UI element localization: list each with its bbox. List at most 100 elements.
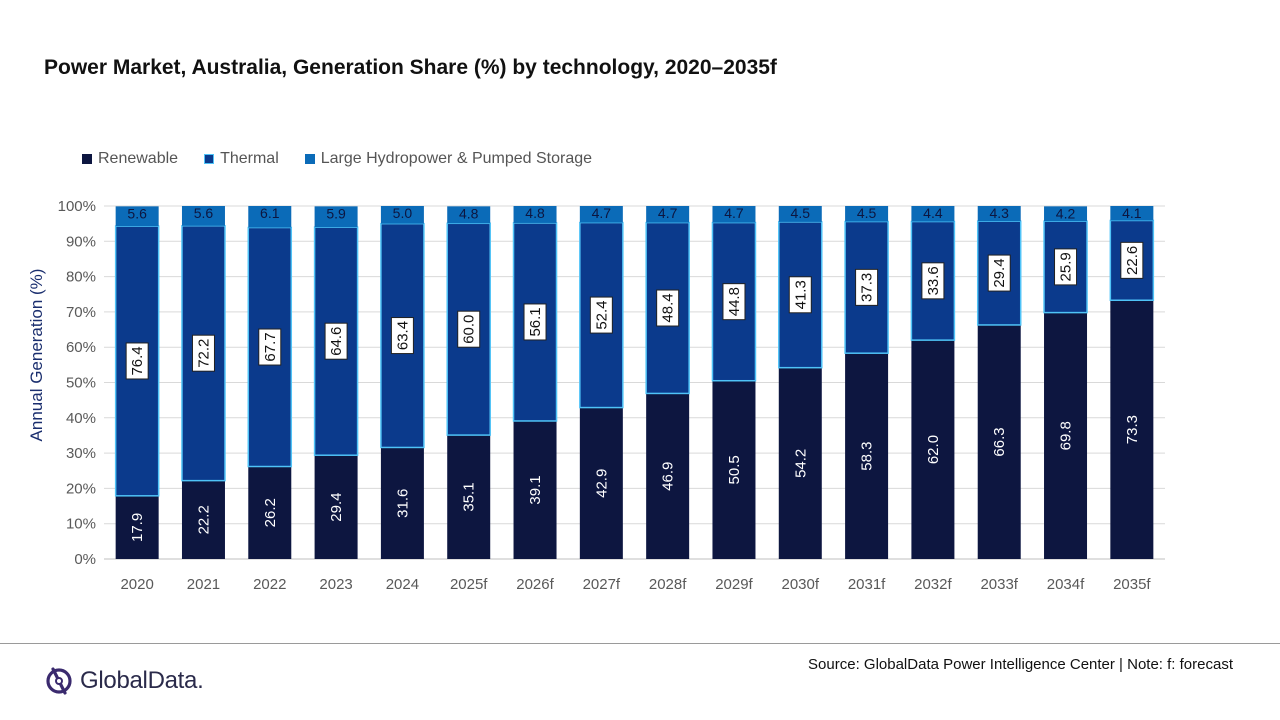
data-label-text: 60.0: [461, 315, 478, 344]
x-tick-label: 2026f: [516, 576, 554, 593]
data-label-box: [788, 276, 812, 314]
data-label-thermal: 72.2: [191, 334, 215, 372]
bar-segment-hydro: [646, 206, 690, 223]
data-label-renewable: 22.2: [195, 505, 212, 534]
y-tick-label: 100%: [58, 198, 96, 215]
bar-segment-hydro: [778, 206, 822, 222]
data-label-box: [1120, 241, 1144, 279]
bar-segment-renewable: [248, 466, 292, 559]
globaldata-logo-icon: [46, 667, 72, 695]
data-label-text: 17.9: [129, 513, 146, 542]
data-label-text: 37.3: [859, 273, 876, 302]
bar-segment-hydro: [314, 206, 358, 228]
y-tick-label: 20%: [66, 480, 96, 497]
data-label-box: [258, 328, 282, 366]
data-label-text: 35.1: [461, 482, 478, 511]
data-label-text: 41.3: [792, 280, 809, 309]
y-tick-label: 90%: [66, 233, 96, 250]
y-tick-label: 60%: [66, 339, 96, 356]
data-label-box: [457, 310, 481, 348]
y-tick-label: 30%: [66, 445, 96, 462]
data-label-text: 22.6: [1124, 246, 1141, 275]
data-label-box: [191, 334, 215, 372]
data-label-text: 22.2: [195, 505, 212, 534]
data-label-hydro: 4.4: [923, 205, 943, 221]
source-note: Source: GlobalData Power Intelligence Ce…: [808, 656, 1233, 673]
data-label-box: [125, 342, 149, 380]
bar-segment-hydro: [380, 206, 424, 224]
data-label-hydro: 5.9: [326, 205, 346, 221]
data-label-renewable: 35.1: [461, 482, 478, 511]
data-label-renewable: 62.0: [925, 435, 942, 464]
data-label-renewable: 73.3: [1124, 415, 1141, 444]
data-label-thermal: 29.4: [987, 254, 1011, 292]
data-label-text: 29.4: [991, 258, 1008, 287]
y-tick-label: 0%: [74, 551, 96, 568]
bar-segment-hydro: [181, 206, 225, 226]
data-label-text: 39.1: [527, 475, 544, 504]
data-label-text: 25.9: [1058, 252, 1075, 281]
bar-segment-hydro: [248, 206, 292, 228]
data-label-renewable: 42.9: [593, 469, 610, 498]
data-label-hydro: 4.5: [791, 205, 811, 221]
data-label-box: [921, 262, 945, 300]
data-label-renewable: 66.3: [991, 427, 1008, 456]
stacked-bar-chart: 0% 10% 20% 30% 40% 50% 60% 70% 80% 90% 100% 17.9 76.…: [58, 198, 1165, 593]
data-label-hydro: 5.6: [127, 205, 147, 221]
x-tick-label: 2028f: [649, 576, 687, 593]
data-label-text: 72.2: [195, 339, 212, 368]
data-label-thermal: 52.4: [589, 296, 613, 334]
data-label-text: 29.4: [328, 493, 345, 522]
x-tick-label: 2033f: [980, 576, 1018, 593]
data-label-box: [523, 303, 547, 341]
x-tick-label: 2022: [253, 576, 286, 593]
data-label-text: 42.9: [593, 469, 610, 498]
legend-item-thermal: Thermal: [204, 150, 279, 168]
legend-label-thermal: Thermal: [220, 150, 279, 167]
y-tick-label: 10%: [66, 516, 96, 533]
data-label-box: [855, 268, 879, 306]
data-label-renewable: 69.8: [1058, 421, 1075, 450]
data-label-box: [324, 322, 348, 360]
data-label-hydro: 4.3: [989, 205, 1009, 221]
data-label-renewable: 58.3: [859, 441, 876, 470]
x-tick-label: 2023: [319, 576, 352, 593]
x-tick-label: 2034f: [1047, 576, 1085, 593]
data-label-text: 69.8: [1058, 421, 1075, 450]
x-tick-label: 2021: [187, 576, 220, 593]
legend-swatch-hydro: [304, 154, 315, 164]
data-label-hydro: 4.1: [1122, 205, 1142, 221]
data-label-thermal: 41.3: [788, 276, 812, 314]
data-label-hydro: 4.8: [525, 205, 545, 221]
legend-label-renewable: Renewable: [98, 150, 179, 167]
data-label-text: 33.6: [925, 266, 942, 295]
data-label-thermal: 25.9: [1054, 248, 1078, 286]
data-label-text: 26.2: [262, 498, 279, 527]
bar-segment-hydro: [513, 206, 557, 223]
bar-segment-renewable: [115, 495, 159, 559]
x-tick-label: 2027f: [583, 576, 621, 593]
bar-segment-hydro: [911, 206, 955, 222]
data-label-box: [987, 254, 1011, 292]
data-label-hydro: 4.5: [857, 205, 877, 221]
data-label-text: 52.4: [593, 300, 610, 329]
bar-segment-renewable: [579, 407, 623, 559]
bar-segment-hydro: [712, 206, 756, 223]
legend-item-renewable: Renewable: [82, 150, 178, 168]
data-label-text: 73.3: [1124, 415, 1141, 444]
data-label-renewable: 54.2: [792, 449, 809, 478]
data-label-text: 64.6: [328, 327, 345, 356]
bar-segment-hydro: [1044, 206, 1088, 222]
y-tick-label: 40%: [66, 410, 96, 427]
bar-segment-hydro: [115, 206, 159, 227]
data-label-renewable: 50.5: [726, 455, 743, 484]
data-label-thermal: 76.4: [125, 342, 149, 380]
data-label-hydro: 4.7: [658, 205, 678, 221]
x-tick-label: 2030f: [782, 576, 820, 593]
data-label-thermal: 33.6: [921, 262, 945, 300]
data-label-hydro: 4.7: [724, 205, 744, 221]
data-label-hydro: 4.2: [1056, 205, 1076, 221]
data-label-text: 62.0: [925, 435, 942, 464]
data-label-text: 76.4: [129, 346, 146, 375]
x-tick-label: 2020: [120, 576, 153, 593]
